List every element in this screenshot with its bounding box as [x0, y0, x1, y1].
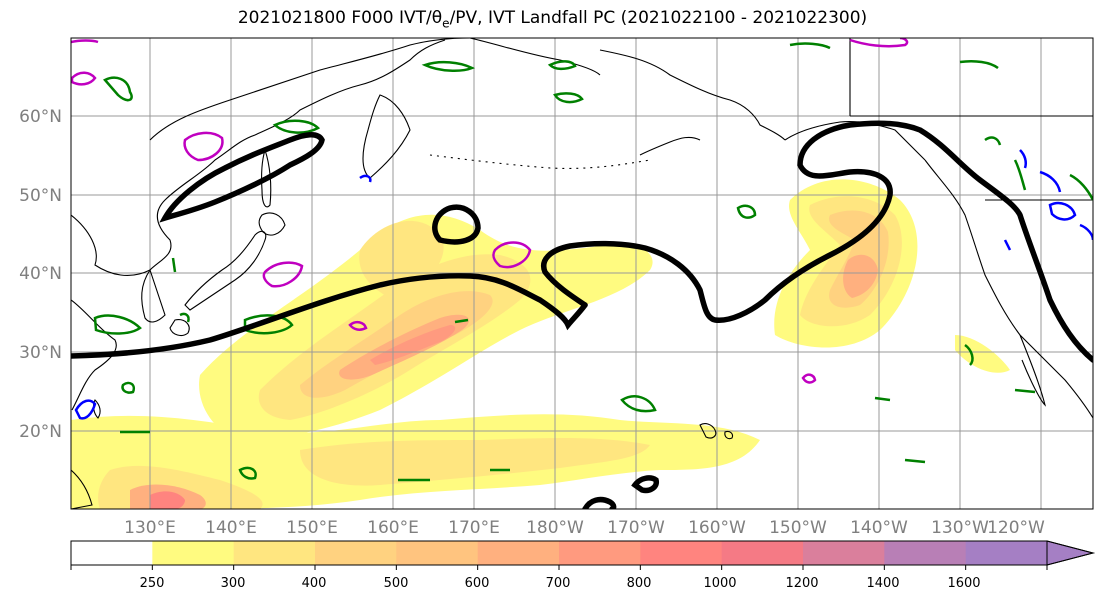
pv-purple-contours: [71, 38, 909, 384]
japan-kyushu: [169, 319, 190, 337]
cb-label-700: 700: [546, 576, 571, 591]
japan-hokkaido: [258, 212, 286, 236]
coastlines: [71, 38, 1093, 509]
map-panel: [71, 38, 1093, 509]
colorbar-segment: [640, 541, 723, 565]
canada-interior: [849, 38, 1093, 117]
theta-e-contours: [93, 42, 1093, 482]
lat-label-40: 40°N: [19, 264, 62, 284]
ivt-subtrop-300: [300, 437, 650, 486]
lon-label-160w: 160°W: [688, 518, 746, 538]
asia-coast: [71, 39, 446, 276]
lon-label-160e: 160°E: [367, 518, 419, 538]
lon-label-130e: 130°E: [124, 518, 176, 538]
pc-asia-loop: [159, 132, 325, 223]
cb-label-300: 300: [221, 576, 246, 591]
colorbar-segment: [721, 541, 804, 565]
colorbar-segment: [152, 541, 235, 565]
lon-label-170w: 170°W: [607, 518, 665, 538]
pc-loop-small: [432, 204, 481, 245]
lon-label-120w: 120°W: [987, 518, 1045, 538]
colorbar-segments: [71, 541, 1048, 565]
colorbar-segment: [965, 541, 1048, 565]
cb-label-1200: 1200: [785, 576, 818, 591]
landfall-pc-contours: [71, 120, 1093, 509]
cb-label-800: 800: [627, 576, 652, 591]
lon-labels: 130°E 140°E 150°E 160°E 170°E 180°W 170°…: [124, 518, 1045, 538]
cb-label-600: 600: [465, 576, 490, 591]
cb-label-500: 500: [384, 576, 409, 591]
lon-label-150w: 150°W: [769, 518, 827, 538]
lon-label-150e: 150°E: [286, 518, 338, 538]
colorbar-segment: [477, 541, 560, 565]
cb-label-1400: 1400: [866, 576, 899, 591]
colorbar-ticks: [70, 565, 1048, 570]
map-title: 2021021800 F000 IVT/θe/PV, IVT Landfall …: [237, 8, 868, 31]
ivt-sw-800: [150, 491, 185, 509]
colorbar: 250 300 400 500 600 700 800 1000 1200 14…: [70, 540, 1095, 591]
colorbar-extend-arrow: [1046, 540, 1095, 566]
lat-label-30: 30°N: [19, 343, 62, 363]
alaska-peninsula: [639, 136, 701, 156]
colorbar-segment: [559, 541, 641, 565]
pc-main-west: [71, 273, 588, 359]
lat-label-50: 50°N: [19, 186, 62, 206]
lat-labels: 60°N 50°N 40°N 30°N 20°N: [19, 107, 62, 442]
pc-south-loop-1: [631, 475, 660, 494]
aleutians: [429, 154, 651, 169]
ivt-shading: [71, 179, 1010, 509]
colorbar-segment: [315, 541, 397, 565]
cb-label-250: 250: [140, 576, 165, 591]
colorbar-segment: [233, 541, 316, 565]
ivt-ne-700: [843, 254, 878, 298]
colorbar-segment: [884, 541, 967, 565]
hawaii: [699, 423, 734, 440]
colorbar-outline: [70, 540, 1095, 566]
korea-coast: [141, 268, 166, 323]
lat-label-20: 20°N: [19, 422, 62, 442]
lon-label-130w: 130°W: [931, 518, 989, 538]
colorbar-segment: [71, 541, 153, 565]
baja: [1019, 334, 1047, 407]
map-frame: [70, 37, 1094, 510]
lon-label-140w: 140°W: [850, 518, 908, 538]
cb-label-1000: 1000: [703, 576, 736, 591]
ivt-band-600: [370, 325, 456, 365]
chukotka: [469, 38, 601, 76]
lon-label-170e: 170°E: [448, 518, 500, 538]
cb-label-1600: 1600: [947, 576, 980, 591]
ivt-east-small: [955, 335, 1010, 373]
colorbar-labels: 250 300 400 500 600 700 800 1000 1200 14…: [140, 576, 981, 591]
pc-main-middle: [541, 120, 1093, 363]
lon-label-140e: 140°E: [205, 518, 257, 538]
lat-label-60: 60°N: [19, 107, 62, 127]
russia-north: [149, 38, 471, 141]
na-west-coast: [924, 159, 1093, 419]
pc-south-loop-2: [582, 496, 617, 509]
lon-label-180w: 180°W: [526, 518, 584, 538]
cb-label-400: 400: [302, 576, 327, 591]
alaska-west: [599, 49, 786, 141]
philippines: [71, 469, 93, 509]
colorbar-segment: [396, 541, 479, 565]
colorbar-segment: [803, 541, 885, 565]
